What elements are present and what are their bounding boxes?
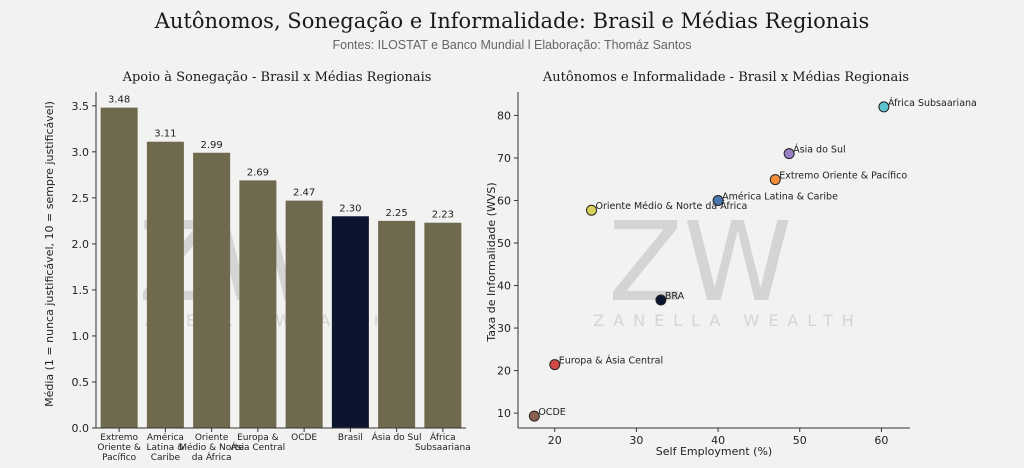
scatter-y-tick-label: 10 (497, 407, 511, 420)
bar-category-label: Extremo Oriente & Pacífico (97, 433, 140, 463)
bar-y-tick-label: 1.0 (72, 330, 90, 343)
scatter-point-label: Extremo Oriente & Pacífico (779, 171, 907, 182)
scatter-point (769, 174, 781, 186)
bar-chart-title: Apoio à Sonegação - Brasil x Médias Regi… (122, 70, 432, 85)
scatter-point-label: OCDE (538, 407, 565, 418)
scatter-x-tick-label: 20 (548, 434, 562, 447)
scatter-y-tick-label: 70 (497, 152, 511, 165)
scatter-y-tick-label: 30 (497, 322, 511, 335)
bar-value-label: 3.11 (154, 129, 176, 140)
scatter-point-label: Oriente Médio & Norte da África (596, 200, 748, 212)
bar-chart-ylabel: Média (1 = nunca justificável, 10 = semp… (43, 101, 56, 407)
bar-y-axis: 0.0 0.5 1.0 1.5 2.0 2.5 3.0 3.5 (72, 100, 96, 435)
bar-series: 3.48 Extremo Oriente & Pacífico 3.11 América L… (97, 95, 470, 463)
scatter-y-tick-label: 60 (497, 194, 511, 207)
scatter-point (712, 194, 724, 206)
watermark-logo: ZW (608, 198, 792, 326)
watermark-brand: ZANELLA WEALTH (593, 311, 863, 330)
bar-category-label: OCDE (291, 433, 317, 443)
scatter-chart: Autônomos e Informalidade - Brasil x Méd… (485, 70, 977, 458)
scatter-y-tick-label: 50 (497, 237, 511, 250)
bar-category-label: Ásia do Sul (372, 431, 422, 443)
scatter-point-label: Ásia do Sul (793, 144, 845, 156)
bar-value-label: 2.25 (385, 208, 407, 219)
bar-y-tick-label: 0.0 (72, 422, 90, 435)
bar-category-label: Oriente Médio & Norte da África (179, 433, 244, 463)
scatter-chart-title: Autônomos e Informalidade - Brasil x Méd… (542, 70, 909, 85)
bar-value-label: 2.47 (293, 188, 315, 199)
bar (331, 216, 369, 428)
bar-value-label: 2.99 (200, 140, 222, 151)
scatter-y-tick-label: 20 (497, 365, 511, 378)
bar-y-tick-label: 2.5 (72, 192, 90, 205)
scatter-point (878, 101, 890, 113)
bar (146, 141, 184, 428)
scatter-y-tick-label: 40 (497, 280, 511, 293)
bar-value-label: 2.69 (247, 167, 269, 178)
bar-y-tick-label: 0.5 (72, 376, 90, 389)
scatter-series: África Subsaariana Ásia do Sul Extremo Ori… (528, 97, 977, 422)
bar-category-label: Brasil (338, 433, 363, 443)
scatter-point-label: América Latina & Caribe (722, 191, 838, 202)
bar-category-label: América Latina & Caribe (147, 432, 185, 463)
bar-value-label: 2.30 (339, 203, 361, 214)
scatter-x-tick-label: 40 (711, 434, 725, 447)
bar (285, 200, 323, 428)
scatter-point-label: África Subsaariana (888, 97, 977, 109)
bar (100, 107, 138, 428)
scatter-point (586, 204, 597, 216)
watermark-right: ZW ZANELLA WEALTH (593, 198, 863, 330)
scatter-chart-ylabel: Taxa de Informalidade (WVS) (485, 182, 498, 342)
bar-y-tick-label: 3.0 (72, 146, 90, 159)
bar (239, 180, 277, 428)
scatter-point (549, 359, 561, 371)
bar (424, 222, 462, 428)
scatter-point (783, 148, 795, 160)
scatter-chart-xlabel: Self Employment (%) (656, 445, 772, 458)
bar (378, 220, 416, 428)
page-subtitle: Fontes: ILOSTAT e Banco Mundial l Elabor… (332, 38, 692, 52)
scatter-x-tick-label: 30 (629, 434, 643, 447)
bar-y-tick-label: 3.5 (72, 100, 90, 113)
scatter-x-tick-label: 60 (874, 434, 888, 447)
bar-value-label: 3.48 (108, 95, 130, 106)
scatter-x-tick-label: 50 (793, 434, 807, 447)
scatter-point-label: Europa & Ásia Central (559, 355, 663, 367)
bar-category-label: África Subsaariana (415, 431, 471, 453)
scatter-point-label: BRA (665, 291, 685, 302)
bar-value-label: 2.23 (432, 210, 454, 221)
scatter-point (655, 294, 667, 306)
bar (193, 152, 231, 428)
scatter-axes: 20 30 40 50 60 10 20 30 40 50 60 70 80 (497, 109, 888, 447)
bar-y-tick-label: 2.0 (72, 238, 90, 251)
bar-chart: Apoio à Sonegação - Brasil x Médias Regi… (43, 70, 471, 463)
bar-category-label: Europa & Ásia Central (231, 433, 286, 453)
scatter-point (528, 410, 540, 422)
bar-y-tick-label: 1.5 (72, 284, 90, 297)
page-title: Autônomos, Sonegação e Informalidade: Br… (154, 9, 870, 33)
scatter-y-tick-label: 80 (497, 109, 511, 122)
